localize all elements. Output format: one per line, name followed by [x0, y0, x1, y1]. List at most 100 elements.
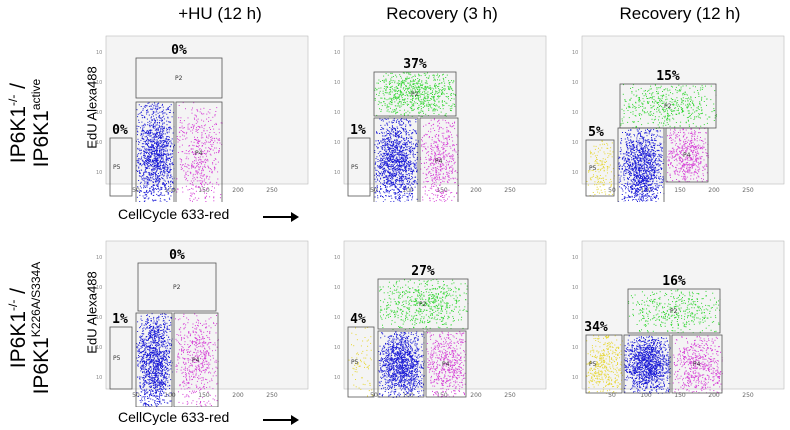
event-dot [406, 149, 408, 151]
event-dot [198, 161, 200, 163]
event-dot [158, 116, 160, 118]
event-dot [405, 178, 407, 180]
event-dot [621, 165, 623, 167]
event-dot [148, 133, 150, 135]
event-dot [197, 153, 199, 155]
event-dot [165, 187, 167, 189]
event-dot [413, 165, 415, 167]
event-dot [621, 184, 623, 185]
event-dot [388, 163, 390, 165]
event-dot [139, 150, 141, 152]
event-dot [401, 147, 402, 149]
event-dot [416, 142, 418, 144]
event-dot [447, 161, 449, 163]
event-dot [205, 175, 207, 177]
event-dot [396, 143, 398, 145]
event-dot [425, 173, 427, 175]
event-dot [400, 75, 402, 77]
event-dot [202, 168, 203, 170]
event-dot [407, 89, 408, 91]
event-dot [416, 83, 418, 85]
event-dot [382, 169, 384, 170]
event-dot [402, 163, 404, 165]
event-dot [642, 174, 644, 176]
event-dot [187, 180, 189, 182]
event-dot [423, 105, 425, 107]
event-dot [431, 107, 433, 109]
event-dot [205, 182, 207, 184]
event-dot [153, 147, 155, 149]
event-dot [636, 137, 638, 139]
event-dot [625, 188, 626, 190]
event-dot [638, 152, 640, 154]
event-dot [185, 171, 187, 173]
event-dot [187, 164, 189, 166]
column-title-recovery-12h: Recovery (12 h) [619, 4, 741, 23]
event-dot [137, 158, 139, 160]
event-dot [405, 157, 407, 159]
event-dot [215, 147, 217, 149]
event-dot [143, 172, 145, 174]
event-dot [169, 164, 171, 166]
event-dot [400, 169, 401, 171]
event-dot [144, 148, 146, 150]
event-dot [149, 132, 151, 134]
event-dot [199, 127, 201, 129]
event-dot [410, 161, 412, 162]
event-dot [151, 192, 153, 194]
event-dot [397, 188, 399, 190]
y-tick-label: 10 [572, 140, 578, 146]
event-dot [387, 137, 389, 139]
event-dot [146, 159, 148, 161]
event-dot [153, 187, 154, 189]
event-dot [149, 190, 151, 192]
event-dot [415, 98, 416, 100]
event-dot [404, 155, 406, 157]
event-dot [453, 158, 455, 160]
event-dot [449, 81, 451, 83]
event-dot [416, 183, 418, 185]
event-dot [410, 99, 412, 100]
x-tick-label: 100 [164, 187, 176, 194]
event-dot [390, 154, 391, 155]
event-dot [158, 135, 159, 137]
event-dot [154, 142, 156, 144]
event-dot [654, 185, 656, 187]
event-dot [154, 173, 156, 175]
event-dot [638, 196, 640, 198]
event-dot [399, 74, 401, 76]
event-dot [385, 88, 387, 90]
event-dot [380, 157, 382, 159]
event-dot [451, 155, 453, 157]
event-dot [411, 136, 413, 138]
event-dot [185, 173, 187, 175]
event-dot [630, 154, 632, 155]
event-dot [452, 155, 454, 157]
event-dot [201, 189, 203, 191]
event-dot [631, 159, 633, 161]
event-dot [397, 103, 399, 105]
event-dot [443, 151, 445, 153]
event-dot [156, 184, 158, 186]
event-dot [159, 159, 161, 161]
event-dot [427, 86, 429, 88]
event-dot [651, 189, 653, 191]
event-dot [650, 155, 652, 157]
event-dot [393, 192, 395, 194]
event-dot [394, 101, 396, 103]
event-dot [423, 135, 425, 137]
event-dot [655, 163, 657, 165]
event-dot [446, 126, 448, 128]
event-dot [445, 96, 447, 97]
event-dot [397, 91, 398, 93]
event-dot [634, 194, 636, 196]
event-dot [632, 144, 634, 146]
event-dot [167, 170, 169, 172]
event-dot [156, 159, 158, 161]
event-dot [137, 186, 139, 188]
event-dot [391, 99, 393, 101]
event-dot [199, 111, 201, 113]
event-dot [456, 178, 458, 180]
event-dot [623, 170, 625, 172]
event-dot [400, 85, 402, 87]
